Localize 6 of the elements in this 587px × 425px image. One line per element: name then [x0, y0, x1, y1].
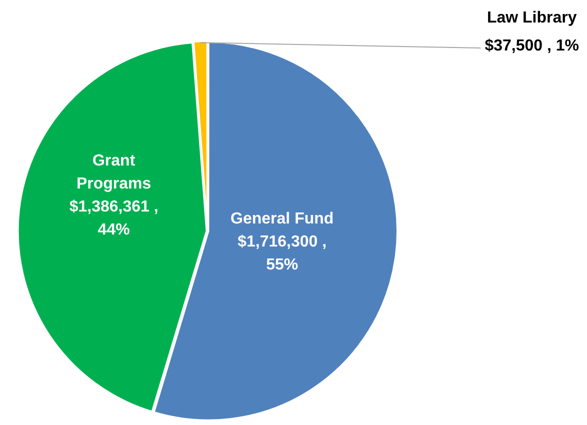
data-label: $1,386,361 , 44% [69, 198, 158, 239]
data-label: $1,716,300 , 55% [238, 233, 327, 274]
slice-label: General Fund [230, 210, 334, 228]
data-label: $37,500 , 1% [484, 37, 579, 54]
slice-label: Grant Programs [76, 152, 152, 193]
slice-label: Law Library [486, 9, 577, 26]
